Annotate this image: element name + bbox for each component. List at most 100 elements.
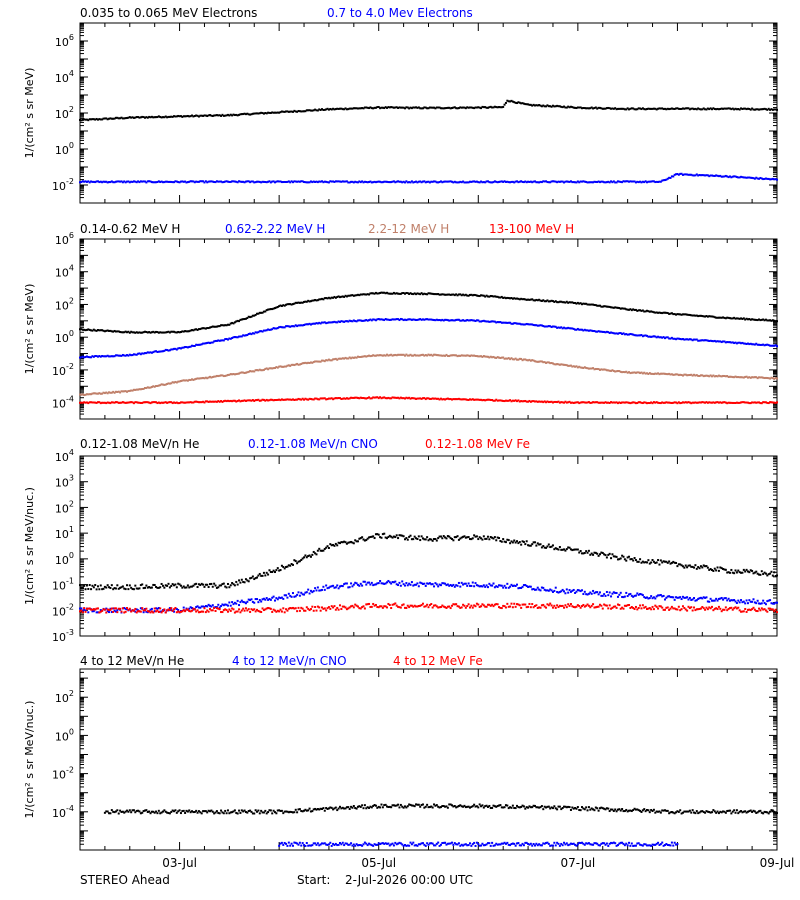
data-point <box>88 328 91 331</box>
data-point <box>551 104 554 107</box>
data-point <box>256 399 259 402</box>
data-point <box>650 180 653 183</box>
data-point <box>369 535 372 538</box>
data-point <box>457 354 460 357</box>
data-point <box>582 302 585 305</box>
data-point <box>549 546 552 549</box>
data-point <box>709 107 712 110</box>
data-point <box>267 308 270 311</box>
data-point <box>202 605 205 608</box>
data-point <box>489 355 492 358</box>
data-point <box>236 319 239 322</box>
data-point <box>217 400 220 403</box>
data-point <box>513 101 516 104</box>
data-point <box>386 318 389 321</box>
data-point <box>332 107 335 110</box>
data-point <box>661 595 664 598</box>
data-point <box>301 180 304 183</box>
data-point <box>166 584 169 587</box>
data-point <box>316 181 319 184</box>
data-point <box>106 608 109 611</box>
data-point <box>550 400 553 403</box>
data-point <box>491 295 494 298</box>
data-point <box>722 316 725 319</box>
data-point <box>282 607 285 610</box>
data-point <box>105 611 108 614</box>
data-point <box>293 398 296 401</box>
data-point <box>345 108 348 111</box>
data-point <box>232 322 235 325</box>
data-point <box>592 330 595 333</box>
data-point <box>249 113 252 116</box>
data-point <box>728 571 731 574</box>
data-point <box>99 584 102 587</box>
data-point <box>329 585 332 588</box>
data-point <box>323 547 326 550</box>
data-point <box>90 401 93 404</box>
data-point <box>604 107 607 110</box>
data-point <box>574 548 577 551</box>
data-point <box>155 384 158 387</box>
data-point <box>315 609 318 612</box>
data-point <box>203 114 206 117</box>
data-point <box>745 176 748 179</box>
data-point <box>392 535 395 538</box>
data-point <box>121 331 124 334</box>
data-point <box>529 103 532 106</box>
data-point <box>557 548 560 551</box>
data-point <box>748 599 751 602</box>
data-point <box>727 316 730 319</box>
data-point <box>605 401 608 404</box>
data-point <box>583 107 586 110</box>
data-point <box>540 586 543 589</box>
data-point <box>766 377 769 380</box>
data-point <box>662 372 665 375</box>
data-point <box>557 180 560 183</box>
data-point <box>547 589 550 592</box>
data-point <box>456 584 459 587</box>
data-point <box>214 606 217 609</box>
data-point <box>658 594 661 597</box>
data-point <box>712 174 715 177</box>
data-series <box>79 579 778 614</box>
data-point <box>542 104 545 107</box>
data-point <box>509 399 512 402</box>
data-point <box>695 314 698 317</box>
data-point <box>336 397 339 400</box>
data-point <box>362 107 365 110</box>
data-point <box>554 180 557 183</box>
data-point <box>401 318 404 321</box>
data-point <box>399 180 402 183</box>
data-point <box>123 606 126 609</box>
data-point <box>221 374 224 377</box>
data-point <box>365 583 368 586</box>
data-point <box>687 598 690 601</box>
data-point <box>113 607 116 610</box>
data-point <box>608 305 611 308</box>
data-point <box>386 180 389 183</box>
data-point <box>200 343 203 346</box>
data-point <box>280 398 283 401</box>
data-point <box>148 351 151 354</box>
data-point <box>186 401 189 404</box>
data-point <box>745 401 748 404</box>
data-point <box>752 108 755 111</box>
data-point <box>369 583 372 586</box>
data-point <box>717 401 720 404</box>
data-point <box>536 400 539 403</box>
data-point <box>464 319 467 322</box>
data-point <box>117 180 120 183</box>
data-point <box>745 317 748 320</box>
data-point <box>124 390 127 393</box>
data-point <box>593 592 596 595</box>
data-point <box>442 398 445 401</box>
data-point <box>369 106 372 109</box>
data-point <box>312 109 315 112</box>
data-point <box>304 110 307 113</box>
data-point <box>475 294 478 297</box>
data-point <box>98 392 101 395</box>
data-point <box>589 181 592 184</box>
data-point <box>264 111 267 114</box>
data-point <box>459 537 462 540</box>
data-point <box>695 401 698 404</box>
